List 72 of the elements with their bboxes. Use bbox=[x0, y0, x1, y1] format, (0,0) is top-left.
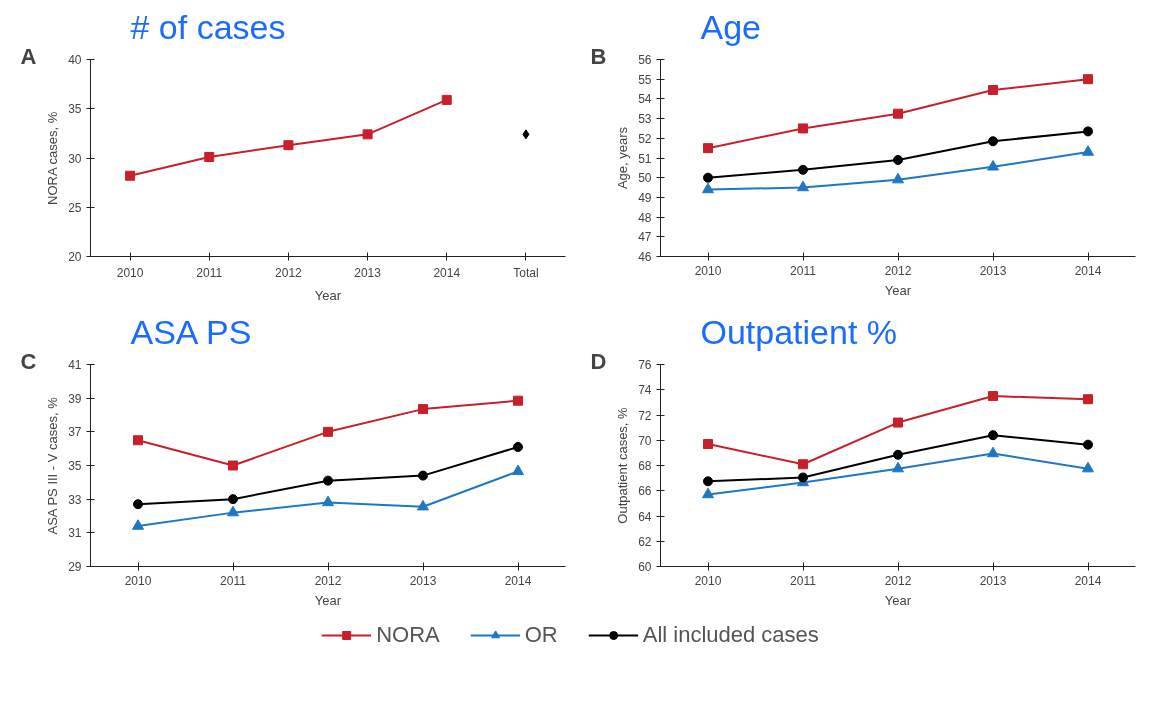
x-axis-title: Year bbox=[884, 592, 912, 608]
legend-label: OR bbox=[524, 622, 558, 648]
x-tick-label: 2011 bbox=[790, 573, 817, 588]
y-tick-label: 72 bbox=[638, 408, 652, 423]
x-tick-label: 2010 bbox=[116, 265, 144, 280]
x-tick-label: 2010 bbox=[694, 263, 722, 278]
x-tick-label: 2012 bbox=[884, 573, 912, 588]
y-tick-label: 35 bbox=[68, 102, 82, 117]
chart-title: # of cases bbox=[130, 7, 286, 46]
y-tick-label: 54 bbox=[638, 92, 652, 107]
y-tick-label: 70 bbox=[638, 433, 652, 448]
y-tick-label: 60 bbox=[638, 560, 652, 574]
chart-title: ASA PS bbox=[130, 312, 252, 351]
y-tick-label: 37 bbox=[68, 425, 82, 440]
y-tick-label: 51 bbox=[638, 151, 652, 166]
x-axis-title: Year bbox=[314, 592, 342, 608]
x-axis-title: Year bbox=[314, 287, 342, 303]
x-tick-label: 2013 bbox=[979, 573, 1007, 588]
x-tick-label: 2011 bbox=[790, 263, 817, 278]
x-tick-label: 2013 bbox=[409, 573, 437, 588]
chart-title: Outpatient % bbox=[700, 312, 898, 351]
y-tick-label: 35 bbox=[68, 459, 82, 473]
y-tick-label: 53 bbox=[638, 112, 652, 127]
x-tick-label: 2010 bbox=[124, 573, 152, 588]
legend-label: NORA bbox=[376, 622, 440, 648]
text: D bbox=[590, 348, 607, 374]
text: B bbox=[590, 43, 607, 69]
y-tick-label: 41 bbox=[68, 358, 82, 372]
y-tick-label: 64 bbox=[638, 509, 652, 524]
y-tick-label: 29 bbox=[68, 560, 82, 574]
y-tick-label: 46 bbox=[638, 250, 652, 264]
y-tick-label: 25 bbox=[68, 200, 82, 215]
y-tick-label: 52 bbox=[638, 131, 652, 146]
text: C bbox=[20, 348, 37, 374]
y-tick-label: 68 bbox=[638, 459, 652, 473]
y-tick-label: 39 bbox=[68, 391, 82, 406]
y-tick-label: 56 bbox=[638, 53, 652, 67]
chart-title: Age bbox=[700, 7, 761, 46]
y-tick-label: 31 bbox=[68, 526, 82, 541]
x-tick-label: 2011 bbox=[220, 573, 247, 588]
y-tick-label: 74 bbox=[638, 383, 652, 398]
x-tick-label: 2011 bbox=[196, 265, 223, 280]
y-tick-label: 40 bbox=[68, 53, 82, 67]
legend-label: All included cases bbox=[642, 622, 819, 648]
x-tick-label: 2012 bbox=[314, 573, 342, 588]
y-tick-label: 50 bbox=[638, 171, 652, 186]
y-tick-label: 48 bbox=[638, 210, 652, 225]
x-axis-title: Year bbox=[884, 282, 912, 298]
x-tick-label: 2013 bbox=[354, 265, 382, 280]
y-tick-label: 66 bbox=[638, 484, 652, 499]
x-tick-label: 2014 bbox=[433, 265, 461, 280]
x-tick-label: 2014 bbox=[1074, 263, 1102, 278]
y-axis-title: Age, years bbox=[615, 126, 631, 190]
x-tick-label: 2010 bbox=[694, 573, 722, 588]
y-axis-title: ASA PS III - V cases, % bbox=[45, 396, 61, 535]
y-tick-label: 33 bbox=[68, 492, 82, 507]
x-tick-label: 2014 bbox=[504, 573, 532, 588]
x-tick-label: 2014 bbox=[1074, 573, 1102, 588]
y-tick-label: 20 bbox=[68, 250, 82, 264]
x-tick-label: Total bbox=[513, 265, 539, 280]
x-tick-label: 2012 bbox=[884, 263, 912, 278]
y-tick-label: 55 bbox=[638, 72, 652, 87]
y-axis-title: NORA cases, % bbox=[45, 111, 61, 205]
y-tick-label: 49 bbox=[638, 190, 652, 205]
y-tick-label: 47 bbox=[638, 230, 652, 245]
x-tick-label: 2012 bbox=[275, 265, 303, 280]
y-tick-label: 62 bbox=[638, 534, 652, 549]
y-tick-label: 76 bbox=[638, 358, 652, 372]
text: A bbox=[20, 43, 37, 69]
y-axis-title: Outpatient cases, % bbox=[615, 406, 631, 524]
x-tick-label: 2013 bbox=[979, 263, 1007, 278]
y-tick-label: 30 bbox=[68, 151, 82, 166]
